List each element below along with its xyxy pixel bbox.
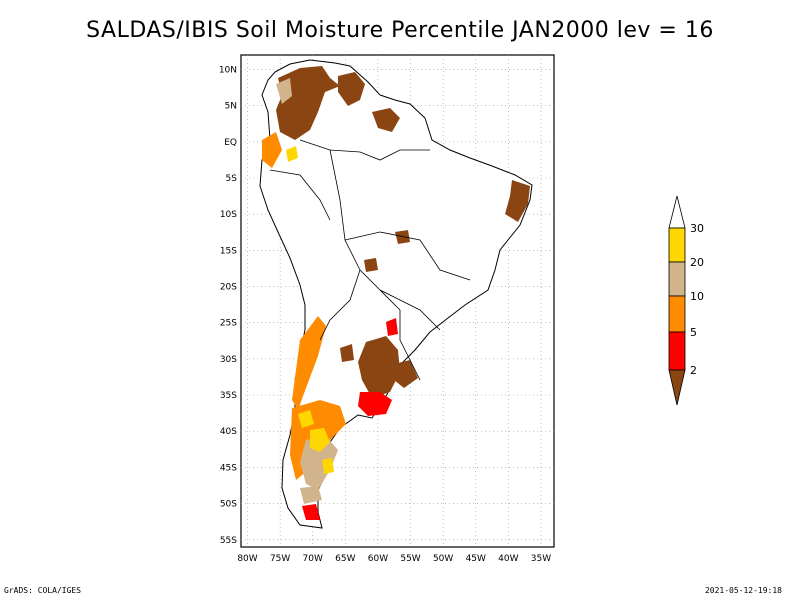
colorbar-segment-10-20 [668,261,686,297]
shade-below-2-west [340,344,354,362]
shade-5-10-north-coast [262,132,282,168]
shade-2-5-south [302,504,320,520]
country-borders [269,139,471,381]
lat-tick-label: EQ [224,138,237,148]
shade-5-10-andes [292,316,326,410]
lat-tick-label: 30S [220,355,237,365]
shade-10-20-north [276,78,292,104]
footer-credit: GrADS: COLA/IGES [4,586,82,595]
legend-label-10: 10 [690,290,704,303]
legend-label-5: 5 [690,326,697,339]
lon-tick-label: 75W [270,554,290,564]
shade-2-5-pampas [358,392,392,416]
lon-tick-label: 35W [531,554,551,564]
lat-tick-label: 50S [220,500,237,510]
colorbar-segment-5-10 [668,295,686,333]
lon-tick-label: 55W [400,554,420,564]
lat-tick-label: 15S [220,246,237,256]
lon-tick-label: 45W [466,554,486,564]
shade-20-30-patagonia-a [310,428,330,452]
colorbar-segment-20-30 [668,227,686,263]
lon-tick-label: 60W [368,554,388,564]
map-title: SALDAS/IBIS Soil Moisture Percentile JAN… [86,18,714,43]
legend-label-2: 2 [690,364,697,377]
shade-below-2-north [276,66,340,140]
lon-tick-label: 70W [303,554,323,564]
lon-tick-label: 50W [433,554,453,564]
lat-tick-label: 45S [220,463,237,473]
shade-below-2-uruguay [394,360,418,388]
shade-below-2-north-east [338,72,365,106]
percentile-shading [259,59,533,529]
lon-tick-label: 80W [237,554,257,564]
shade-10-20-patagonia [300,436,338,490]
shade-below-2-pampas [358,336,400,398]
shade-below-2-central [395,230,410,244]
lat-tick-label: 10N [219,65,237,75]
lat-tick-label: 5S [226,174,238,184]
lat-tick-label: 5N [225,102,237,112]
shade-20-30-patagonia-c [322,458,334,474]
lat-tick-label: 10S [220,210,237,220]
legend-label-20: 20 [690,256,704,269]
lon-tick-label: 65W [335,554,355,564]
lat-tick-label: 35S [220,391,237,401]
footer-timestamp: 2021-05-12-19:18 [704,586,782,595]
colorbar-top-arrow [668,195,686,229]
colorbar-segment-2-5 [668,331,686,371]
legend-label-30: 30 [690,222,704,235]
shade-10-20-south [300,486,322,504]
shade-20-30-north [286,146,298,162]
lon-tick-label: 40W [498,554,518,564]
lat-tick-label: 55S [220,536,237,546]
shade-2-5-east [386,318,398,336]
latitude-tick-labels: 10N 5N EQ 5S 10S 15S 20S 25S 30S 35S 40S 45S 50S 55S [219,65,237,545]
shade-below-2-central-b [364,258,378,272]
longitude-tick-labels: 80W 75W 70W 65W 60W 55W 50W 45W 40W 35W [237,554,551,564]
shade-below-2-guiana [372,108,400,132]
colorbar: 30 20 10 5 2 [668,195,704,406]
lat-tick-label: 20S [220,283,237,293]
colorbar-bottom-arrow [668,369,686,406]
lat-tick-label: 40S [220,427,237,437]
lat-tick-label: 25S [220,319,237,329]
shade-20-30-patagonia-b [298,410,314,428]
shade-below-2-east-tip [505,180,530,222]
map-frame [240,54,555,548]
